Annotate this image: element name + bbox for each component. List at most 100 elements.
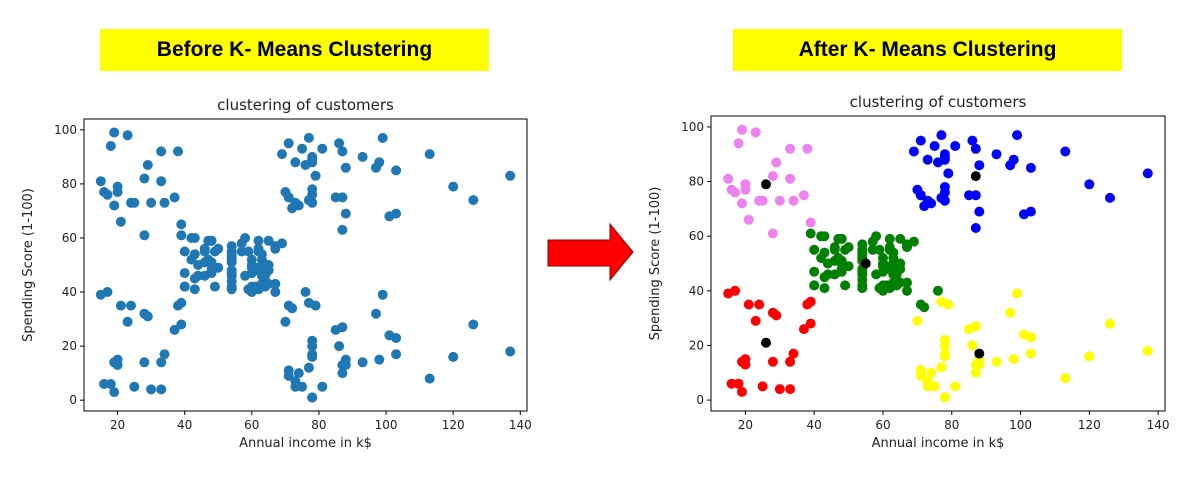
- y-tick-label: 20: [689, 338, 704, 352]
- data-point: [805, 217, 816, 228]
- data-point: [213, 243, 224, 254]
- data-point: [774, 384, 785, 395]
- data-point: [809, 244, 820, 255]
- data-point: [226, 270, 237, 281]
- after-scatter-chart: clustering of customers Annual income in …: [648, 93, 1170, 451]
- x-tick-label: 40: [807, 418, 822, 432]
- data-point: [843, 261, 854, 272]
- chart-title: clustering of customers: [217, 96, 394, 114]
- data-point: [730, 285, 741, 296]
- data-point: [740, 359, 751, 370]
- data-point: [176, 219, 187, 230]
- data-point: [146, 384, 157, 395]
- data-point: [895, 233, 906, 244]
- data-point: [270, 278, 281, 289]
- data-point: [819, 231, 830, 242]
- data-point: [750, 315, 761, 326]
- data-point: [754, 299, 765, 310]
- data-point: [970, 190, 981, 201]
- data-point: [726, 378, 737, 389]
- data-point: [142, 311, 153, 322]
- data-point: [1105, 318, 1115, 329]
- y-tick-label: 40: [62, 285, 77, 299]
- data-point: [1084, 351, 1095, 362]
- data-point: [785, 356, 796, 367]
- data-point: [733, 138, 744, 149]
- x-tick-label: 20: [738, 418, 753, 432]
- data-point: [129, 197, 140, 208]
- data-point: [334, 138, 345, 149]
- data-point: [805, 296, 816, 307]
- data-point: [337, 322, 348, 333]
- data-point: [377, 289, 388, 300]
- data-point: [334, 341, 345, 352]
- data-point: [819, 247, 830, 258]
- data-point: [226, 241, 237, 252]
- data-point: [297, 143, 308, 154]
- data-point: [723, 173, 734, 184]
- data-point: [1012, 288, 1023, 299]
- data-point: [871, 231, 882, 242]
- x-tick-label: 60: [875, 418, 890, 432]
- data-point: [943, 299, 954, 310]
- data-point: [1060, 146, 1071, 157]
- data-point: [836, 266, 847, 277]
- data-point: [915, 370, 926, 381]
- data-point: [974, 160, 985, 171]
- data-point: [798, 324, 809, 335]
- data-point: [737, 198, 747, 209]
- data-point: [737, 124, 747, 135]
- y-axis-label: Spending Score (1-100): [648, 187, 663, 341]
- data-point: [213, 262, 224, 273]
- data-point: [105, 379, 116, 389]
- data-point: [840, 280, 851, 291]
- data-point: [179, 281, 190, 292]
- data-point: [774, 195, 785, 206]
- after-clustering-banner: After K- Means Clustering: [733, 29, 1122, 71]
- data-point: [857, 283, 868, 294]
- data-point: [919, 302, 930, 313]
- data-point: [377, 132, 388, 143]
- data-point: [226, 257, 237, 268]
- data-point: [874, 244, 885, 255]
- data-point: [1105, 192, 1115, 203]
- data-point: [173, 146, 183, 157]
- data-point: [926, 198, 937, 209]
- data-point: [939, 182, 950, 192]
- data-point: [156, 176, 167, 187]
- data-point: [391, 208, 402, 219]
- data-point: [448, 351, 459, 362]
- data-point: [179, 268, 190, 279]
- data-point: [283, 370, 294, 381]
- data-point: [798, 190, 809, 201]
- data-point: [785, 173, 796, 184]
- y-tick-label: 100: [681, 120, 704, 134]
- x-tick-label: 140: [1147, 418, 1170, 432]
- data-point: [307, 184, 318, 195]
- data-point: [915, 135, 926, 146]
- data-point: [733, 378, 744, 389]
- data-point: [122, 316, 133, 327]
- x-tick-label: 100: [1009, 418, 1032, 432]
- data-point: [836, 233, 847, 244]
- data-point: [970, 367, 981, 378]
- data-point: [939, 351, 950, 362]
- data-point: [1060, 373, 1071, 384]
- before-clustering-banner: Before K- Means Clustering: [100, 29, 489, 71]
- x-tick-label: 20: [110, 418, 125, 432]
- data-point: [902, 242, 912, 253]
- y-tick-label: 0: [69, 393, 77, 407]
- data-point: [126, 300, 136, 311]
- data-point: [283, 138, 294, 149]
- data-point: [1142, 345, 1153, 356]
- data-point: [95, 176, 106, 187]
- data-point: [757, 381, 768, 392]
- data-point: [757, 195, 768, 206]
- y-tick-label: 80: [62, 177, 77, 191]
- data-point: [146, 197, 157, 208]
- data-point: [142, 160, 153, 170]
- data-point: [802, 143, 813, 154]
- data-point: [277, 149, 287, 160]
- data-point: [767, 356, 778, 367]
- data-point: [888, 247, 899, 258]
